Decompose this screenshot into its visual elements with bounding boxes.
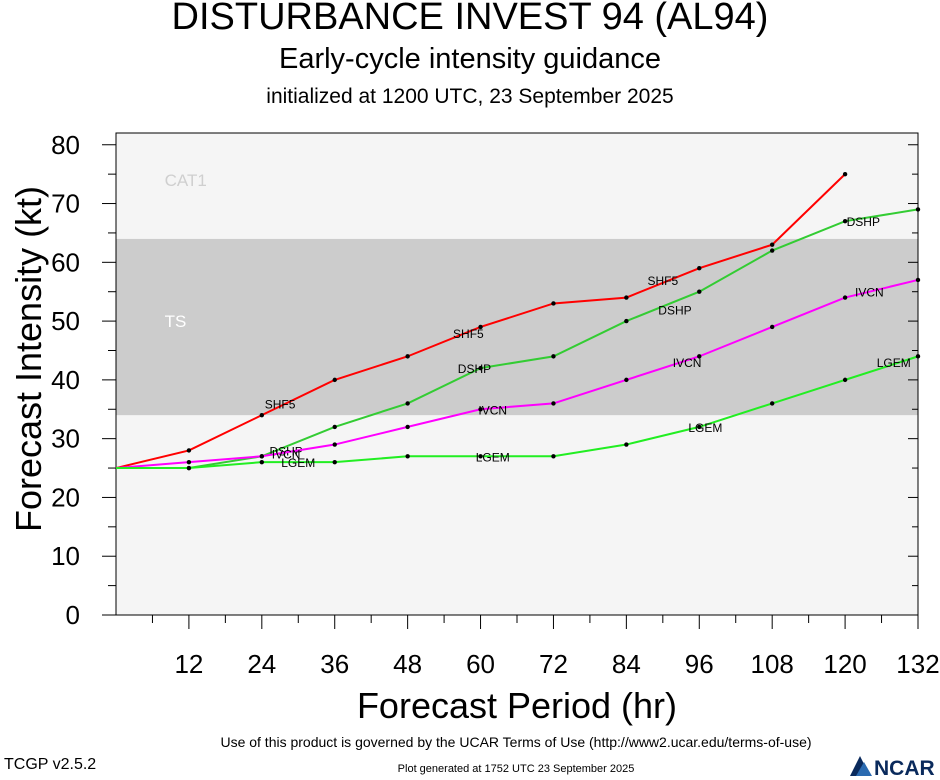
chart-subtitle: Early-cycle intensity guidance <box>278 43 661 75</box>
data-point-ivcn <box>624 377 629 383</box>
series-label-lgem: LGEM <box>281 456 315 470</box>
data-point-lgem <box>186 465 192 471</box>
data-point-shf5 <box>405 354 410 359</box>
series-label-shf5: SHF5 <box>647 274 678 288</box>
data-point-lgem <box>769 401 775 406</box>
data-point-ivcn <box>915 277 921 283</box>
data-point-ivcn <box>478 407 483 412</box>
data-point-ivcn <box>259 454 265 459</box>
series-ivcn: IVCN IVCN IVCN IVCN <box>115 277 921 470</box>
data-point-dshp <box>915 207 921 212</box>
ncar-logo-mark-icon <box>850 756 872 776</box>
band-label-ts: TS <box>165 312 187 331</box>
x-tick-label: 108 <box>750 649 793 679</box>
x-tick-label: 96 <box>685 649 714 679</box>
data-point-dshp <box>405 401 410 406</box>
y-tick-label: 30 <box>51 424 80 454</box>
version-label: TCGP v2.5.2 <box>4 756 97 773</box>
data-point-ivcn <box>405 424 410 430</box>
y-tick-label: 10 <box>51 541 80 571</box>
data-point-shf5 <box>769 242 775 247</box>
data-point-shf5 <box>624 295 629 300</box>
y-tick-label: 50 <box>51 306 80 336</box>
x-tick-label: 132 <box>896 649 939 679</box>
data-point-dshp <box>624 318 629 324</box>
data-point-shf5 <box>478 324 483 330</box>
x-tick-label: 48 <box>393 649 422 679</box>
x-tick-label: 24 <box>247 649 276 679</box>
chart-title: DISTURBANCE INVEST 94 (AL94) <box>171 0 769 38</box>
data-point-dshp <box>478 365 483 371</box>
x-tick-label: 72 <box>539 649 568 679</box>
series-line-ivcn <box>115 278 919 470</box>
data-point-ivcn <box>769 324 775 330</box>
data-point-shf5 <box>259 412 265 418</box>
data-point-lgem <box>842 377 848 383</box>
data-point-dshp <box>842 218 848 224</box>
terms-of-use-notice: Use of this product is governed by the U… <box>220 734 812 750</box>
data-point-ivcn <box>551 401 556 406</box>
band-ts <box>116 238 918 416</box>
y-tick-label: 70 <box>51 189 80 219</box>
x-tick-label: 36 <box>320 649 349 679</box>
generated-timestamp: Plot generated at 1752 UTC 23 September … <box>397 763 635 775</box>
data-point-shf5 <box>697 265 702 271</box>
series-label-lgem: LGEM <box>877 356 911 370</box>
data-point-lgem <box>551 454 556 459</box>
series-label-ivcn: IVCN <box>673 356 702 370</box>
series-label-dshp: DSHP <box>847 215 880 229</box>
series-label-ivcn: IVCN <box>478 403 507 417</box>
data-point-lgem <box>697 424 702 430</box>
data-point-ivcn <box>332 442 337 447</box>
initialization-time: initialized at 1200 UTC, 23 September 20… <box>266 85 674 108</box>
y-tick-label: 20 <box>51 482 80 512</box>
y-tick-label: 40 <box>51 365 80 395</box>
data-point-ivcn <box>697 354 702 359</box>
data-point-shf5 <box>551 301 556 306</box>
series-label-lgem: LGEM <box>688 421 722 435</box>
x-tick-label: 12 <box>174 649 203 679</box>
x-tick-label: 60 <box>466 649 495 679</box>
band-cat1 <box>116 133 918 239</box>
data-point-lgem <box>478 454 483 459</box>
x-tick-label: 84 <box>612 649 641 679</box>
data-point-lgem <box>915 354 921 359</box>
data-point-dshp <box>551 354 556 359</box>
data-point-dshp <box>769 248 775 253</box>
data-point-dshp <box>332 424 337 430</box>
series-label-shf5: SHF5 <box>453 327 484 341</box>
ncar-logo-text: NCAR <box>874 757 935 780</box>
y-tick-label: 0 <box>66 600 80 630</box>
y-tick-label: 60 <box>51 247 80 277</box>
series-label-lgem: LGEM <box>476 450 510 464</box>
data-point-shf5 <box>186 448 192 453</box>
series-label-ivcn: IVCN <box>855 286 884 300</box>
data-point-shf5 <box>842 171 848 177</box>
series-label-shf5: SHF5 <box>265 397 296 411</box>
series-label-dshp: DSHP <box>658 303 691 317</box>
x-axis-label: Forecast Period (hr) <box>357 685 677 726</box>
x-tick-label: 120 <box>823 649 866 679</box>
data-point-lgem <box>624 442 629 447</box>
band-label-cat1: CAT1 <box>165 171 207 190</box>
series-lgem: LGEM LGEM LGEM LGEM <box>116 354 921 471</box>
y-axis-label: Forecast Intensity (kt) <box>8 186 49 532</box>
series-label-ivcn: IVCN <box>272 447 301 461</box>
data-point-ivcn <box>186 459 192 465</box>
series-shf5: SHF5 SHF5 SHF5 <box>115 171 848 470</box>
ncar-logo: NCAR <box>850 756 935 780</box>
data-point-lgem <box>332 459 337 465</box>
y-tick-label: 80 <box>51 130 80 160</box>
data-point-lgem <box>259 459 265 465</box>
data-point-shf5 <box>332 377 337 383</box>
data-point-lgem <box>405 454 410 459</box>
data-point-dshp <box>697 289 702 294</box>
series-line-lgem <box>116 355 919 470</box>
data-point-ivcn <box>842 295 848 300</box>
series-label-dshp: DSHP <box>458 362 491 376</box>
